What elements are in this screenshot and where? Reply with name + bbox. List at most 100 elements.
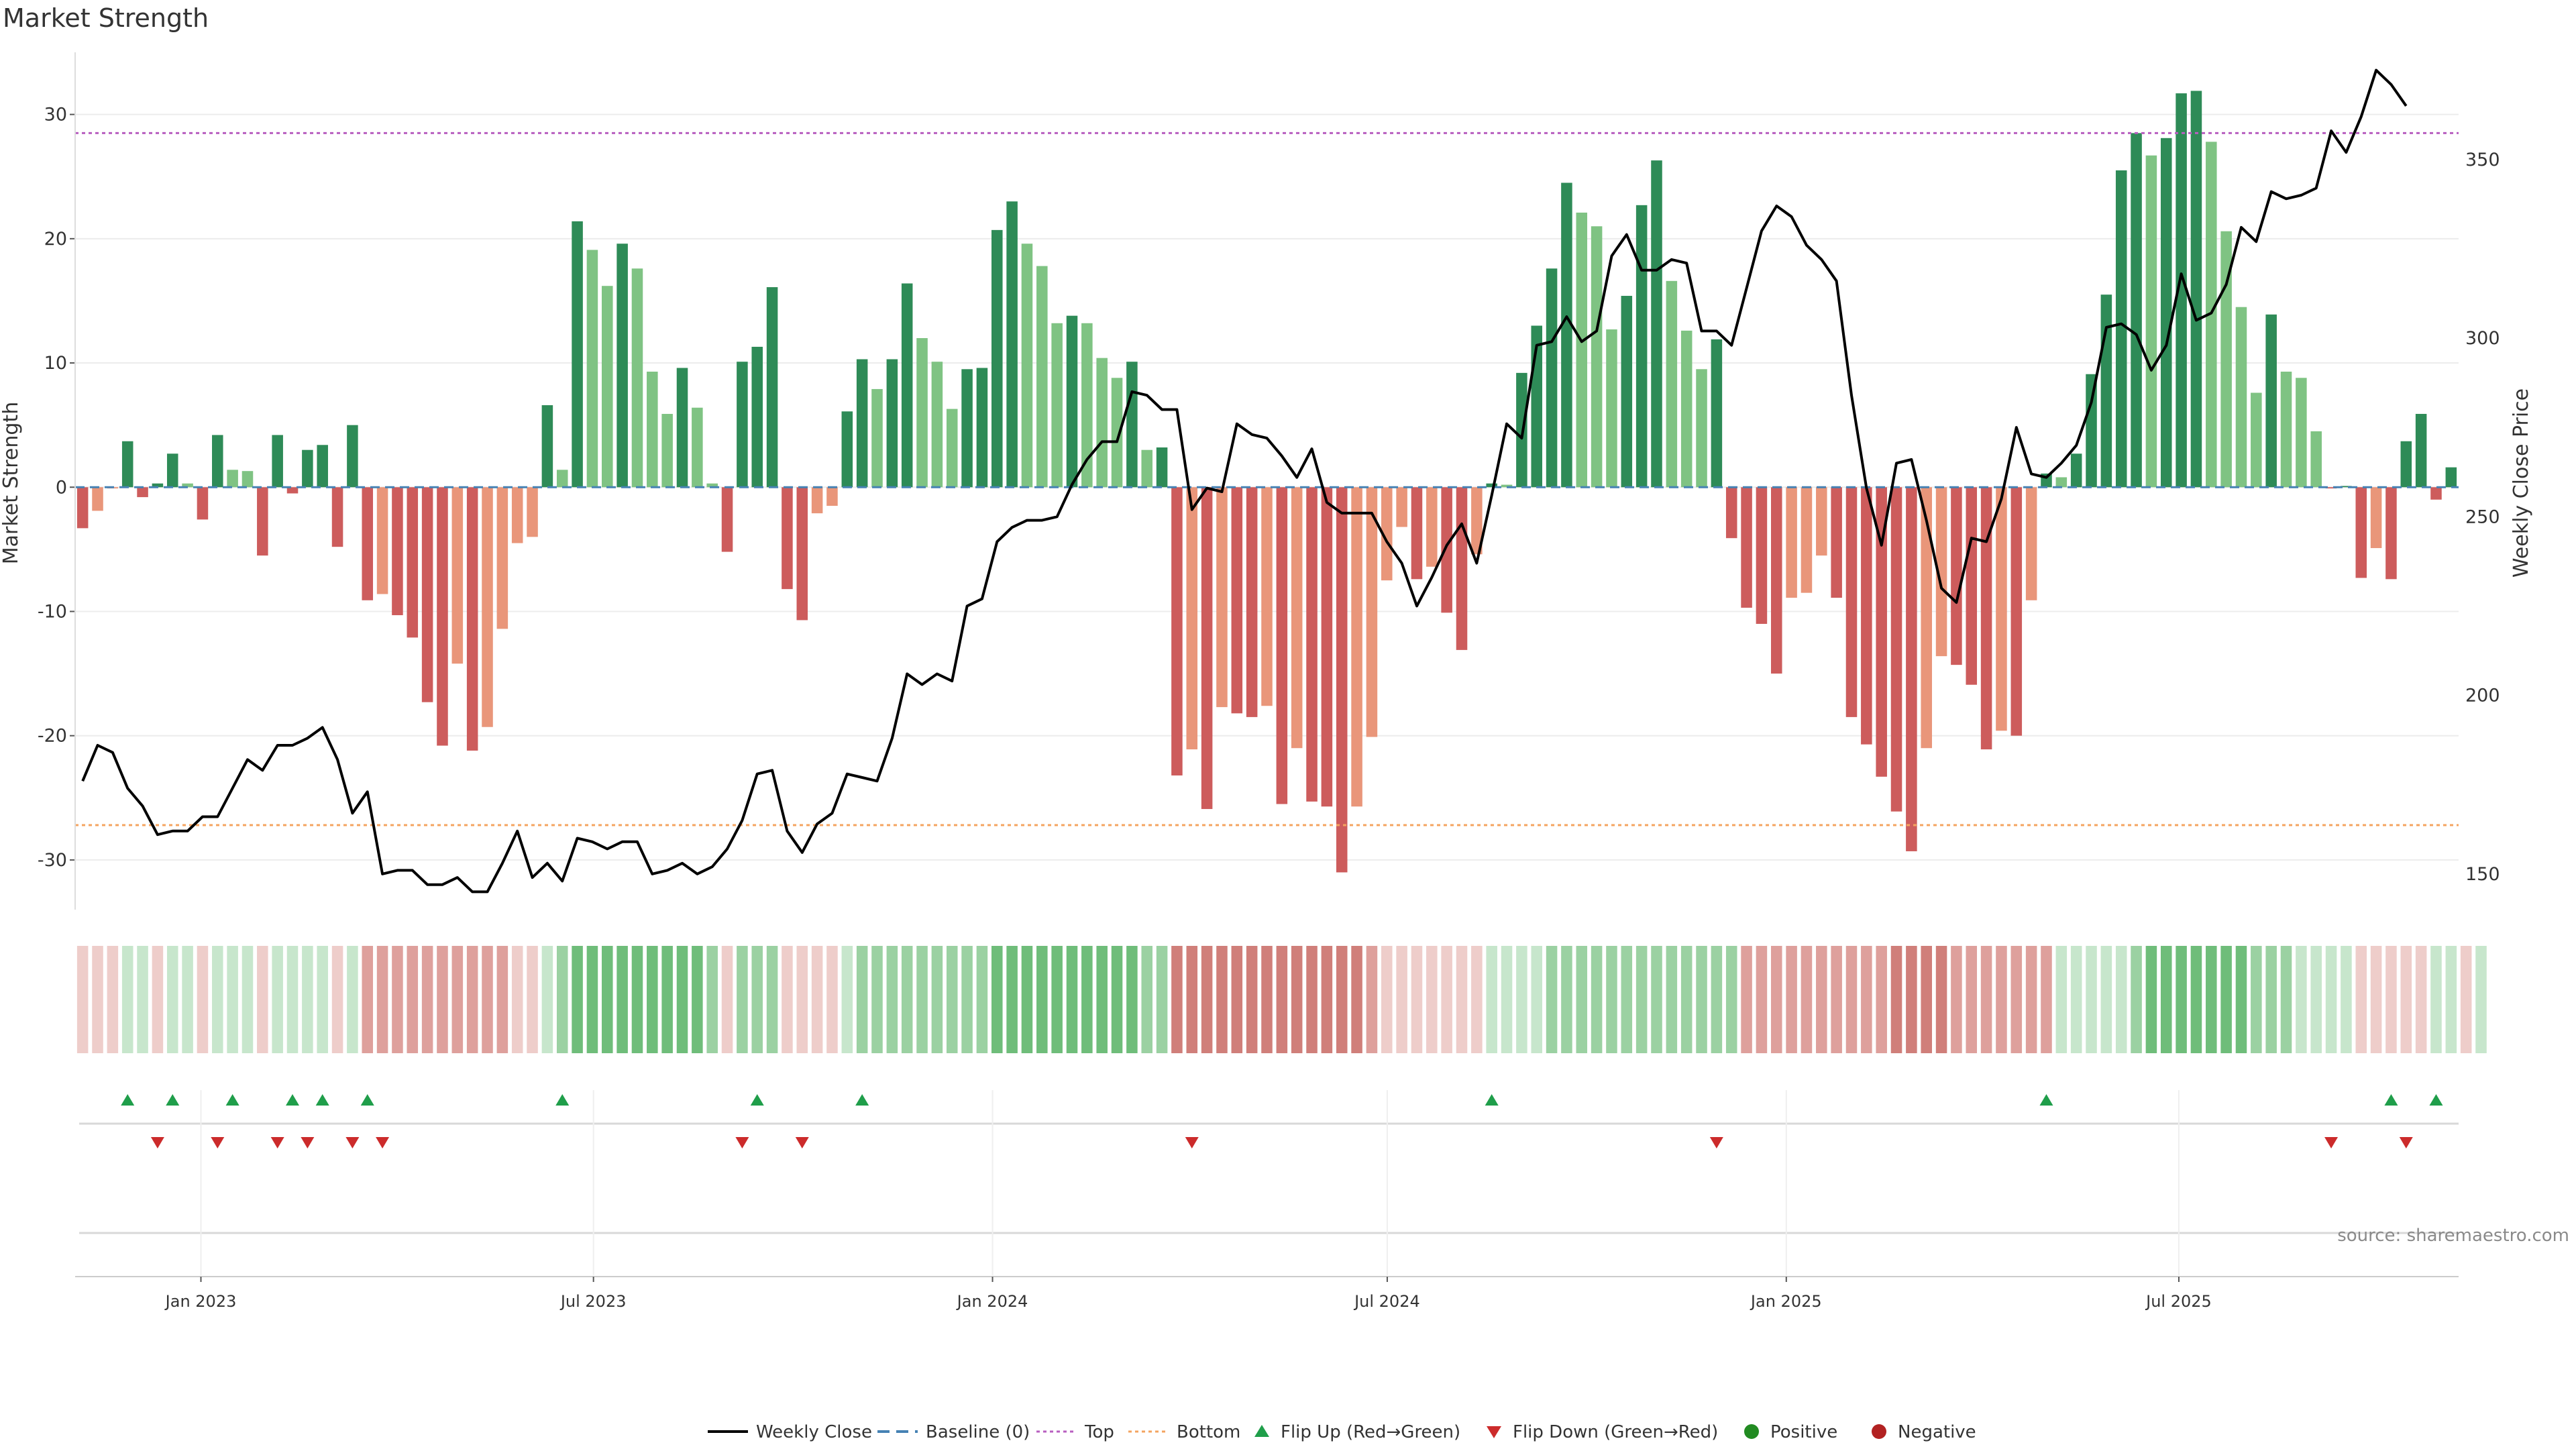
strength-bar (661, 413, 673, 488)
regime-cell (1845, 946, 1858, 1053)
y-tick-label: 10 (44, 353, 67, 374)
strength-bar (2220, 231, 2232, 488)
strength-bar (1591, 226, 1603, 488)
strength-bar (2251, 392, 2262, 488)
strength-bar (1126, 362, 1138, 488)
strength-bar (1201, 487, 1213, 809)
flip-down-marker (150, 1137, 164, 1148)
strength-bar (1291, 487, 1303, 749)
y2-tick-label: 350 (2465, 150, 2500, 170)
strength-bar (1756, 487, 1768, 624)
y-tick-label: -10 (38, 601, 67, 622)
strength-bar (692, 407, 703, 488)
regime-cell (286, 946, 299, 1053)
regime-cell (2055, 946, 2068, 1053)
regime-cell (1201, 946, 1213, 1053)
regime-cell (692, 946, 703, 1053)
regime-cell (1531, 946, 1542, 1053)
regime-cell (1381, 946, 1393, 1053)
regime-cell (1651, 946, 1662, 1053)
regime-cell (2025, 946, 2037, 1053)
regime-cell (2460, 946, 2472, 1053)
strength-bar (182, 483, 193, 488)
strength-bar (2235, 307, 2247, 488)
regime-cell (1801, 946, 1813, 1053)
regime-cell (1606, 946, 1617, 1053)
regime-cell (976, 946, 988, 1053)
strength-bar (1081, 323, 1093, 488)
regime-cell (197, 946, 209, 1053)
strength-bar (856, 359, 868, 488)
strength-bar (886, 359, 898, 488)
legend-swatch (1254, 1425, 1269, 1437)
regime-cell (737, 946, 748, 1053)
y-tick-label: -30 (38, 850, 67, 871)
strength-bar (826, 487, 838, 506)
regime-cell (1711, 946, 1723, 1053)
strength-bar (1381, 487, 1393, 581)
strength-bar (1486, 483, 1497, 488)
strength-bar (751, 346, 763, 488)
regime-cell (1921, 946, 1932, 1053)
regime-cell (2251, 946, 2262, 1053)
strength-bar (272, 435, 283, 488)
regime-cell (2265, 946, 2277, 1053)
strength-bar (1186, 487, 1198, 750)
strength-bar (572, 221, 583, 488)
regime-cell (2445, 946, 2457, 1053)
regime-cell (92, 946, 103, 1053)
regime-cell (527, 946, 538, 1053)
regime-cell (586, 946, 598, 1053)
strength-bar (1501, 484, 1513, 488)
regime-cell (1231, 946, 1243, 1053)
legend-label: Positive (1770, 1422, 1837, 1442)
x-tick-label: Jul 2023 (559, 1292, 627, 1311)
strength-bar (437, 487, 448, 746)
regime-cell (1051, 946, 1063, 1053)
regime-cell (901, 946, 913, 1053)
flip-down-marker (2399, 1137, 2413, 1148)
strength-bar (137, 487, 148, 498)
regime-cell (782, 946, 793, 1053)
regime-cell (1141, 946, 1153, 1053)
regime-cell (2010, 946, 2023, 1053)
regime-cell (257, 946, 268, 1053)
strength-bar (302, 449, 313, 488)
regime-cell (421, 946, 433, 1053)
strength-bar (1561, 182, 1572, 488)
strength-bar (1680, 330, 1693, 488)
regime-cell (2475, 946, 2487, 1053)
flip-up-marker (2429, 1094, 2443, 1106)
strength-bar (602, 286, 613, 488)
regime-cell (437, 946, 448, 1053)
strength-bar (1666, 280, 1678, 488)
regime-cell (76, 946, 89, 1053)
regime-cell (152, 946, 164, 1053)
flip-down-marker (345, 1137, 360, 1148)
regime-cell (572, 946, 583, 1053)
strength-bar (721, 487, 733, 552)
flip-up-marker (750, 1094, 764, 1106)
strength-bar (2055, 477, 2068, 488)
strength-bar (2310, 431, 2322, 488)
regime-cell (496, 946, 508, 1053)
regime-cell (1980, 946, 1992, 1053)
regime-cell (1096, 946, 1108, 1053)
regime-cell (751, 946, 763, 1053)
regime-cell (1680, 946, 1693, 1053)
strength-bar (76, 487, 89, 529)
strength-bar (2325, 487, 2337, 489)
strength-bar (1066, 315, 1078, 488)
strength-bar (1111, 378, 1123, 488)
strength-bar (616, 244, 628, 488)
regime-cell (1276, 946, 1288, 1053)
strength-bar (1411, 487, 1423, 580)
regime-cell (1890, 946, 1902, 1053)
regime-cell (1591, 946, 1603, 1053)
strength-bar (1996, 487, 2007, 731)
legend-item-weekly: Weekly Close (708, 1422, 872, 1442)
regime-cell (1471, 946, 1483, 1053)
regime-cell (647, 946, 658, 1053)
y-tick-label: -20 (38, 726, 67, 747)
